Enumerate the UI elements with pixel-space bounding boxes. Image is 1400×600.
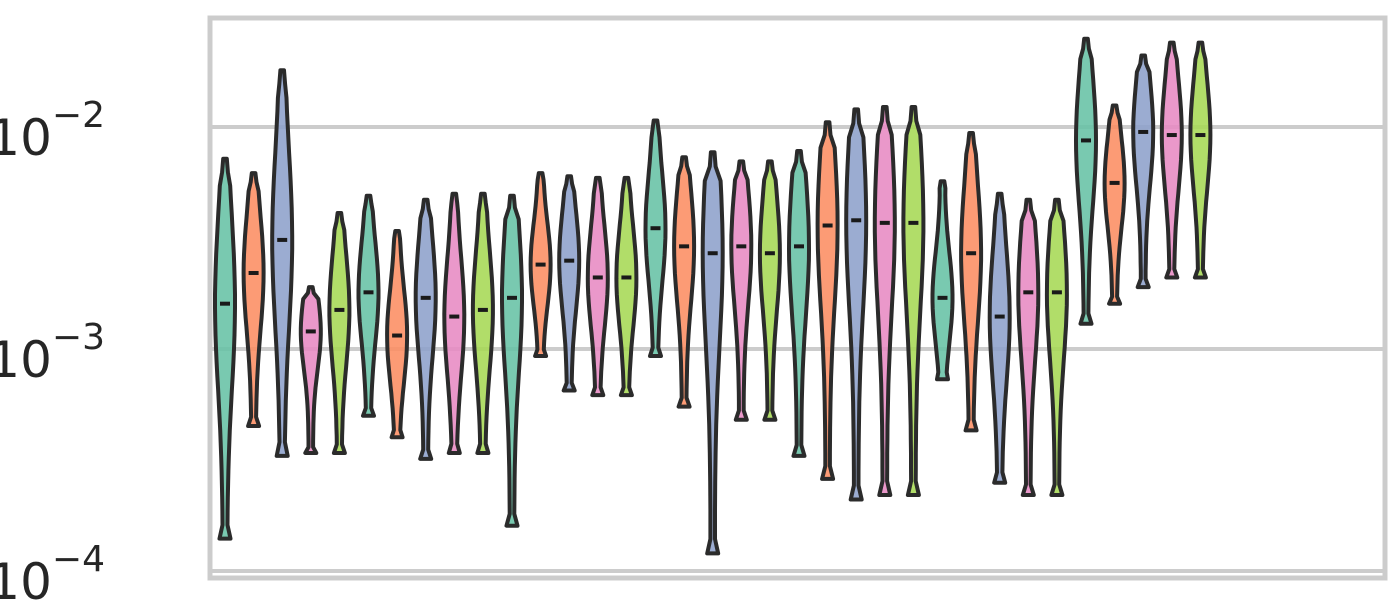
violin-g6-s3 — [987, 191, 1012, 485]
violin-g7-s2 — [1102, 103, 1127, 306]
violin-g7-s4 — [1159, 40, 1184, 280]
plot-frame — [207, 15, 1388, 581]
violin-body — [844, 107, 869, 502]
violin-body — [327, 211, 352, 455]
violin-body — [585, 175, 610, 398]
violin-body — [672, 155, 697, 409]
violin-g2-s1 — [356, 193, 381, 418]
violin-g6-s5 — [1044, 197, 1069, 497]
y-tick-label: 10−4 — [0, 539, 105, 600]
violin-body — [470, 191, 495, 455]
violin-g4-s1 — [643, 118, 668, 358]
violin-g5-s1 — [787, 149, 811, 458]
violin-g6-s2 — [959, 131, 984, 433]
violin-body — [1131, 53, 1156, 290]
violin-g1-s1 — [213, 156, 237, 541]
violins — [213, 36, 1213, 556]
violin-g6-s1 — [930, 179, 955, 382]
violin-body — [557, 174, 582, 393]
violin-body — [787, 149, 811, 458]
violin-body — [298, 285, 323, 455]
violin-g4-s4 — [729, 159, 754, 422]
violin-g7-s5 — [1188, 40, 1213, 280]
violin-g1-s2 — [241, 171, 266, 428]
violin-g2-s5 — [470, 191, 495, 455]
violin-g2-s4 — [442, 191, 467, 455]
violin-g5-s5 — [901, 105, 926, 497]
violin-body — [442, 191, 467, 455]
violin-g3-s5 — [614, 175, 639, 398]
violin-body — [987, 191, 1012, 485]
violin-body — [356, 193, 381, 418]
violin-g4-s2 — [672, 155, 697, 409]
violin-g5-s3 — [844, 107, 869, 502]
violin-body — [757, 159, 782, 422]
y-tick-label: 10−3 — [0, 317, 105, 389]
violin-body — [270, 68, 295, 458]
violin-body — [1188, 40, 1213, 280]
violin-g5-s4 — [872, 105, 897, 497]
y-tick-labels: 10−4 10−3 10−2 — [0, 95, 105, 600]
violin-g7-s3 — [1131, 53, 1156, 290]
violin-body — [500, 193, 524, 528]
violin-g6-s4 — [1016, 197, 1041, 497]
violin-g3-s1 — [500, 193, 524, 528]
violin-body — [1102, 103, 1127, 306]
violin-body — [1044, 197, 1069, 497]
violin-body — [872, 105, 897, 497]
violin-body — [815, 120, 840, 481]
violin-body — [700, 150, 725, 556]
violin-body — [901, 105, 926, 497]
violin-g3-s3 — [557, 174, 582, 393]
violin-body — [614, 175, 639, 398]
violin-g5-s2 — [815, 120, 840, 481]
violin-g1-s4 — [298, 285, 323, 455]
violin-g2-s3 — [413, 197, 438, 461]
violin-g4-s3 — [700, 150, 725, 556]
violin-body — [959, 131, 984, 433]
violin-g1-s5 — [327, 211, 352, 455]
violin-body — [930, 179, 955, 382]
violin-g1-s3 — [270, 68, 295, 458]
violin-body — [1016, 197, 1041, 497]
violin-g3-s2 — [528, 171, 553, 358]
violin-body — [729, 159, 754, 422]
violin-g2-s2 — [385, 229, 410, 440]
violin-g7-s1 — [1074, 36, 1098, 326]
violin-body — [1074, 36, 1098, 326]
violin-body — [1159, 40, 1184, 280]
violin-body — [643, 118, 668, 358]
violin-g3-s4 — [585, 175, 610, 398]
y-tick-label: 10−2 — [0, 95, 105, 167]
violin-body — [213, 156, 237, 541]
violin-body — [241, 171, 266, 428]
violin-g4-s5 — [757, 159, 782, 422]
violin-body — [413, 197, 438, 461]
